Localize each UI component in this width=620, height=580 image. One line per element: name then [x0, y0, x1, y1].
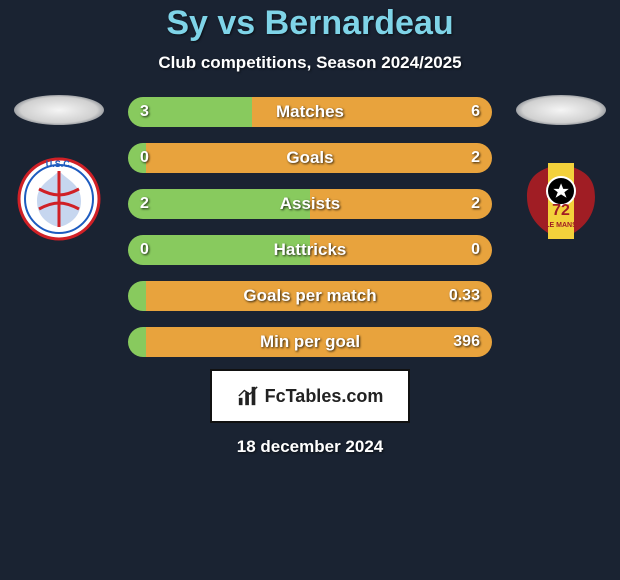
stat-label: Goals	[128, 143, 492, 173]
usc-badge-icon: U.S.C.	[9, 157, 109, 242]
stat-label: Hattricks	[128, 235, 492, 265]
stats-bars: 36Matches 02Goals 22Assists 00Hattricks 0.33…	[128, 95, 492, 357]
left-club-badge: U.S.C.	[9, 157, 109, 242]
stat-bar: 0.33Goals per match	[128, 281, 492, 311]
watermark: FcTables.com	[210, 369, 410, 423]
right-player-column: 72 LE MANS	[502, 95, 620, 242]
left-player-column: U.S.C.	[0, 95, 118, 242]
stat-bar: 396Min per goal	[128, 327, 492, 357]
stat-label: Assists	[128, 189, 492, 219]
infographic-container: Sy vs Bernardeau Club competitions, Seas…	[0, 0, 620, 580]
page-title: Sy vs Bernardeau	[166, 4, 453, 43]
svg-text:72: 72	[552, 202, 570, 219]
lemans-badge-icon: 72 LE MANS	[511, 157, 611, 242]
main-row: U.S.C. 36Matches 02Goals 22Assists 00Hattri…	[0, 95, 620, 357]
left-player-photo	[14, 95, 104, 125]
stat-label: Goals per match	[128, 281, 492, 311]
watermark-text: FcTables.com	[265, 386, 384, 407]
stat-bar: 36Matches	[128, 97, 492, 127]
page-subtitle: Club competitions, Season 2024/2025	[158, 53, 461, 73]
svg-text:LE MANS: LE MANS	[545, 222, 577, 229]
stat-bar: 02Goals	[128, 143, 492, 173]
stat-label: Min per goal	[128, 327, 492, 357]
stat-label: Matches	[128, 97, 492, 127]
chart-icon	[237, 385, 259, 407]
stat-bar: 00Hattricks	[128, 235, 492, 265]
date-text: 18 december 2024	[237, 437, 384, 457]
right-club-badge: 72 LE MANS	[511, 157, 611, 242]
svg-text:U.S.C.: U.S.C.	[46, 159, 73, 169]
right-player-photo	[516, 95, 606, 125]
stat-bar: 22Assists	[128, 189, 492, 219]
